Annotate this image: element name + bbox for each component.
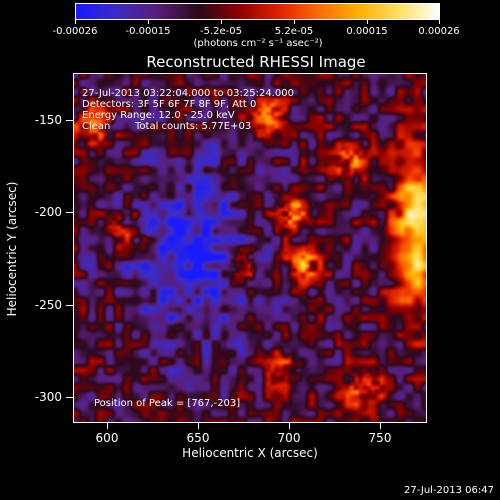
colorbar-tick-label: 5.2e-05	[274, 26, 314, 37]
y-tick	[66, 120, 73, 121]
colorbar-tick	[439, 20, 440, 24]
y-tick-label: -150	[34, 113, 62, 127]
colorbar-tick	[221, 20, 222, 24]
colorbar-tick-label: -5.2e-05	[200, 26, 242, 37]
colorbar-tick-label: -0.00015	[125, 26, 171, 37]
x-tick	[380, 423, 381, 429]
y-tick	[66, 397, 73, 398]
x-tick-label: 750	[368, 431, 392, 445]
info-clean: Clean	[82, 121, 111, 132]
info-time-range: 27-Jul-2013 03:22:04.000 to 03:25:24.000	[82, 88, 294, 99]
x-tick-label: 600	[95, 431, 119, 445]
colorbar-tick	[75, 20, 76, 24]
x-tick-label: 650	[186, 431, 210, 445]
rhessi-image	[74, 74, 426, 422]
info-peak-position: Position of Peak = [767,-203]	[94, 398, 241, 409]
colorbar-tick	[148, 20, 149, 24]
colorbar-tick	[367, 20, 368, 24]
colorbar-units: (photons cm⁻² s⁻¹ asec⁻²)	[193, 38, 323, 49]
info-detectors: Detectors: 3F 5F 6F 7F 8F 9F, Att 0	[82, 99, 257, 110]
y-tick-label: -200	[34, 205, 62, 219]
y-tick-label: -300	[34, 390, 62, 404]
render-timestamp: 27-Jul-2013 06:47	[403, 485, 494, 496]
x-tick	[107, 423, 108, 429]
plot-title: Reconstructed RHESSI Image	[146, 53, 366, 71]
y-tick	[66, 305, 73, 306]
x-tick	[289, 423, 290, 429]
y-tick	[66, 212, 73, 213]
colorbar-tick-label: 0.00015	[346, 26, 388, 37]
colorbar-tick	[294, 20, 295, 24]
x-axis-title: Heliocentric X (arcsec)	[182, 446, 318, 460]
colorbar	[75, 3, 440, 20]
x-tick-label: 700	[277, 431, 301, 445]
y-axis-title: Heliocentric Y (arcsec)	[5, 181, 19, 317]
image-plot-frame: 27-Jul-2013 03:22:04.000 to 03:25:24.000…	[73, 73, 427, 423]
y-tick-label: -250	[34, 298, 62, 312]
x-tick	[198, 423, 199, 429]
colorbar-tick-label: 0.00026	[418, 26, 460, 37]
info-total-counts: Total counts: 5.77E+03	[135, 121, 252, 132]
info-energy-range: Energy Range: 12.0 - 25.0 keV	[82, 110, 235, 121]
colorbar-tick-label: -0.00026	[52, 26, 98, 37]
